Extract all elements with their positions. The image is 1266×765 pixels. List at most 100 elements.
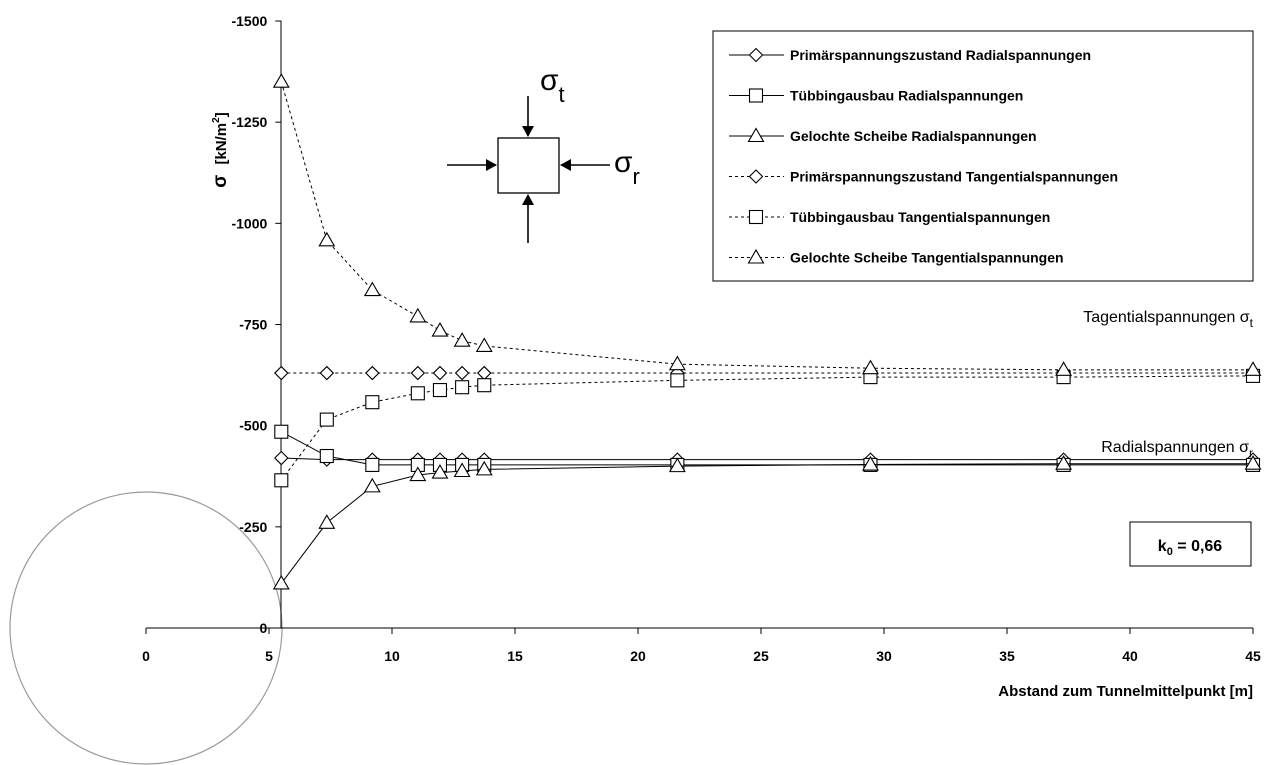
y-tick-label: 0 xyxy=(260,620,268,636)
data-point-diamond xyxy=(410,365,426,381)
legend-label: Tübbingausbau Tangentialspannungen xyxy=(790,209,1050,225)
data-point-triangle xyxy=(475,337,493,352)
data-point-triangle xyxy=(318,231,336,247)
radial-annotation: Radialspannungen σr xyxy=(1101,439,1253,460)
data-point-triangle xyxy=(668,355,686,371)
data-point-square xyxy=(410,386,425,401)
legend-box xyxy=(712,30,1254,282)
y-tick-label: -250 xyxy=(239,519,267,535)
data-point-diamond xyxy=(476,365,492,381)
arrowhead-right xyxy=(560,159,571,171)
legend: Primärspannungszustand Radialspannungen T… xyxy=(712,30,1254,282)
stress-element-square xyxy=(497,137,560,194)
legend-label: Gelochte Scheibe Tangentialspannungen xyxy=(790,250,1064,266)
data-point-triangle xyxy=(668,457,686,473)
legend-marker-square xyxy=(748,88,764,103)
legend-label: Tübbingausbau Radialspannungen xyxy=(790,88,1023,104)
arrowhead-left xyxy=(486,159,497,171)
data-point-triangle xyxy=(318,514,336,529)
x-ticks: 0 5 10 15 20 25 30 35 40 45 xyxy=(142,628,1261,664)
series-3 xyxy=(272,455,1262,590)
legend-marker-square xyxy=(748,209,764,225)
data-point-triangle xyxy=(363,281,381,297)
data-point-triangle xyxy=(409,307,427,323)
y-tick-label: -750 xyxy=(239,317,267,333)
data-point-diamond xyxy=(365,365,380,381)
legend-marker-diamond xyxy=(748,47,764,63)
y-tick-label: -1500 xyxy=(231,13,267,29)
x-tick-label: 40 xyxy=(1122,648,1138,664)
x-tick-label: 5 xyxy=(265,648,273,664)
arrowhead-top xyxy=(522,126,534,137)
x-tick-label: 25 xyxy=(753,648,769,664)
data-point-square xyxy=(319,412,334,427)
data-point-triangle xyxy=(475,460,493,476)
y-tick-label: -1250 xyxy=(231,114,267,130)
data-point-square xyxy=(455,380,470,395)
data-point-triangle xyxy=(431,464,449,479)
series-6 xyxy=(272,73,1262,376)
series-line xyxy=(280,375,1254,481)
data-point-triangle xyxy=(453,332,471,347)
series-line xyxy=(280,463,1253,584)
data-point-triangle xyxy=(272,73,290,88)
data-point-triangle xyxy=(363,477,381,493)
y-axis-label-symbol: σ xyxy=(210,175,231,188)
k0-label: k0 = 0,66 xyxy=(1158,538,1223,558)
sigma-r-label: σr xyxy=(614,146,640,189)
data-point-square xyxy=(432,383,448,398)
series-5 xyxy=(274,368,1261,488)
legend-marker-triangle xyxy=(747,127,765,143)
data-point-diamond xyxy=(274,450,289,466)
data-point-square xyxy=(365,457,380,472)
data-point-triangle xyxy=(409,466,427,482)
data-point-triangle xyxy=(1244,455,1262,470)
data-point-diamond xyxy=(432,365,448,381)
x-tick-label: 20 xyxy=(630,648,646,664)
data-point-triangle xyxy=(431,321,449,337)
legend-label: Primärspannungszustand Tangentialspannun… xyxy=(790,169,1118,185)
data-point-square xyxy=(670,373,685,388)
k0-box-frame xyxy=(1129,521,1252,567)
data-point-triangle xyxy=(862,455,879,471)
legend-marker-diamond xyxy=(748,169,764,184)
data-point-triangle xyxy=(1055,361,1073,376)
sigma-t-label: σt xyxy=(540,64,565,107)
x-tick-label: 45 xyxy=(1245,648,1261,664)
x-tick-label: 30 xyxy=(876,648,892,664)
k0-box: k0 = 0,66 xyxy=(1129,521,1252,567)
stress-element-inset: σt σr xyxy=(447,64,640,243)
legend-label: Primärspannungszustand Radialspannungen xyxy=(790,47,1091,63)
x-tick-label: 15 xyxy=(507,648,523,664)
legend-marker-triangle xyxy=(747,248,765,264)
y-axis-label-unit-close: ] xyxy=(213,112,230,117)
tangential-annotation: Tagentialspannungen σt xyxy=(1083,309,1253,330)
data-point-diamond xyxy=(274,365,289,381)
y-ticks: 0 -250 -500 -750 -1000 -1250 -1500 xyxy=(231,13,282,636)
data-point-triangle xyxy=(1244,361,1262,376)
data-point-diamond xyxy=(454,365,470,381)
data-point-square xyxy=(274,424,289,439)
y-tick-label: -1000 xyxy=(231,215,267,231)
y-axis-label-unit: [kN/m xyxy=(213,123,230,165)
y-tick-label: -500 xyxy=(239,418,267,434)
data-point-diamond xyxy=(319,365,335,381)
data-point-triangle xyxy=(272,574,290,590)
x-axis-label: Abstand zum Tunnelmittelpunkt [m] xyxy=(998,683,1253,700)
x-tick-label: 10 xyxy=(384,648,400,664)
series-layer xyxy=(272,73,1262,590)
x-tick-label: 0 xyxy=(142,648,150,664)
series-line xyxy=(281,457,1253,461)
data-point-square xyxy=(274,473,289,488)
series-4 xyxy=(274,365,1261,381)
x-tick-label: 35 xyxy=(999,648,1015,664)
data-point-square xyxy=(319,448,334,464)
data-point-square xyxy=(365,395,380,410)
y-axis-label: σ [kN/m2] xyxy=(210,112,231,187)
arrowhead-bottom xyxy=(522,194,534,205)
data-point-triangle xyxy=(862,359,879,375)
y-axis-label-unit-sup: 2 xyxy=(211,117,222,123)
data-point-square xyxy=(477,378,492,393)
legend-label: Gelochte Scheibe Radialspannungen xyxy=(790,128,1037,144)
